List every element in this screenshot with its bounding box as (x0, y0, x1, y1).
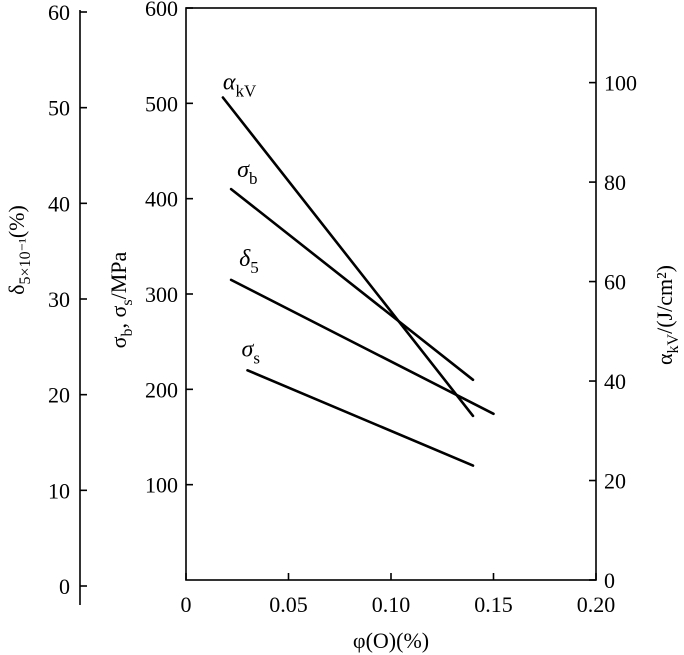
right-tick-label: 0 (604, 568, 615, 593)
left-inner-tick-label: 400 (145, 187, 178, 212)
right-tick-label: 20 (604, 469, 626, 494)
series-label-δ5: δ5 (239, 246, 259, 277)
x-tick-label: 0.10 (372, 592, 411, 617)
right-tick-label: 80 (604, 170, 626, 195)
left-outer-axis-title: δ5×10⁻¹(%) (4, 205, 34, 295)
right-tick-label: 100 (604, 71, 637, 96)
left-outer-tick-label: 40 (48, 191, 70, 216)
left-inner-tick-label: 500 (145, 91, 178, 116)
right-axis-title: αkV/(J/cm²) (652, 265, 682, 365)
left-outer-tick-label: 30 (48, 287, 70, 312)
left-outer-tick-label: 0 (59, 574, 70, 599)
series-label-σs: σs (242, 336, 260, 367)
x-tick-label: 0.20 (577, 592, 616, 617)
x-tick-label: 0 (181, 592, 192, 617)
series-line-σb (229, 187, 475, 382)
left-inner-tick-label: 300 (145, 282, 178, 307)
left-inner-tick-label: 600 (145, 0, 178, 21)
left-inner-tick-label: 100 (145, 473, 178, 498)
x-tick-label: 0.15 (474, 592, 513, 617)
left-inner-tick-label: 200 (145, 377, 178, 402)
left-inner-axis-title: σb, σs/MPa (106, 251, 136, 348)
x-tick-label: 0.05 (269, 592, 308, 617)
right-tick-label: 40 (604, 369, 626, 394)
series-line-αkV (221, 96, 475, 418)
x-axis-title: φ(O)(%) (353, 628, 429, 653)
left-outer-tick-label: 10 (48, 478, 70, 503)
right-tick-label: 60 (604, 270, 626, 295)
series-line-σs (246, 368, 475, 467)
left-outer-tick-label: 20 (48, 383, 70, 408)
series-label-σb: σb (237, 157, 257, 188)
left-outer-tick-label: 50 (48, 96, 70, 121)
left-outer-tick-label: 60 (48, 0, 70, 25)
series-line-δ5 (229, 278, 495, 416)
series-label-αkV: αkV (223, 70, 257, 101)
